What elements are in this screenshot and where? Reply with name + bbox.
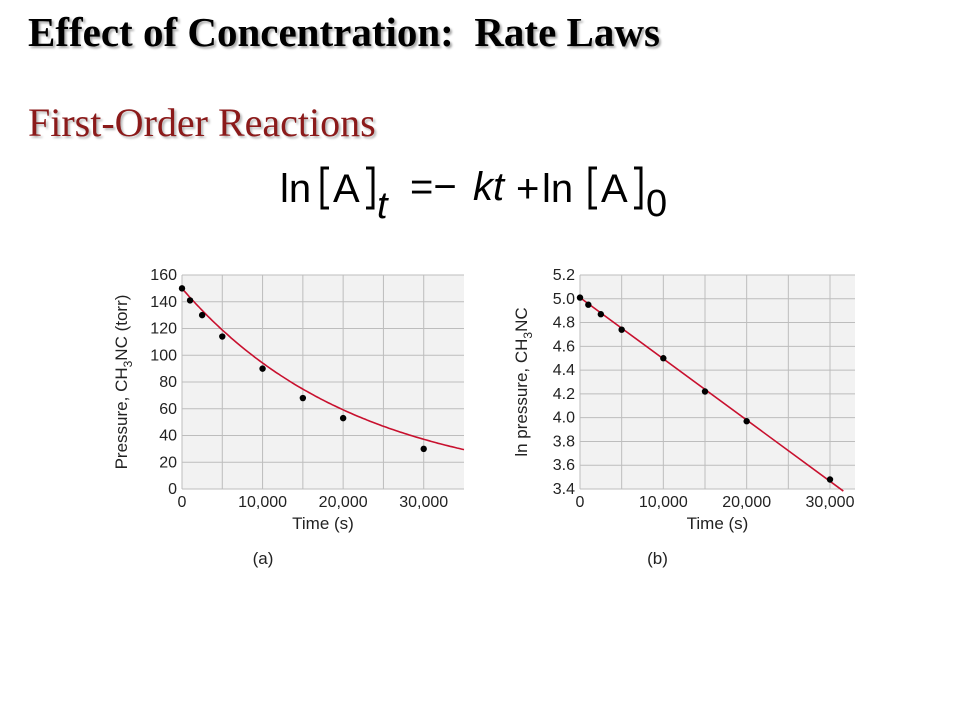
eq-t: t [493, 165, 506, 209]
data-point [420, 445, 427, 453]
y-tick-label: 40 [159, 428, 177, 445]
data-point [576, 294, 584, 301]
y-tick-label: 4.4 [553, 362, 575, 379]
x-tick-label: 0 [178, 494, 187, 511]
x-tick-label: 10,000 [238, 494, 287, 511]
eq-a-right: A [601, 167, 628, 211]
y-tick-label: 140 [150, 294, 177, 311]
y-tick-label: 4.8 [553, 315, 575, 332]
eq-subscript-zero: 0 [646, 183, 667, 222]
data-point [178, 285, 186, 292]
data-point [339, 414, 347, 422]
data-point [701, 388, 709, 395]
y-tick-label: 4.2 [553, 386, 575, 403]
eq-equals-neg: =− [410, 165, 457, 209]
y-tick-label: 0 [168, 481, 177, 498]
x-tick-label: 20,000 [319, 494, 368, 511]
data-point [198, 311, 206, 319]
x-tick-label: 20,000 [722, 494, 771, 511]
y-axis-label-end: NC (torr) [112, 295, 131, 361]
eq-subscript-t: t [377, 185, 389, 222]
y-tick-label: 3.6 [553, 457, 575, 474]
data-point [299, 394, 307, 402]
x-axis-label: Time (s) [687, 514, 749, 533]
chart-pressure-vs-time: 0 10,000 20,000 30,000 0 20 40 60 80 100 120 140 160… [112, 267, 465, 568]
data-point [219, 333, 226, 340]
plot-area [580, 275, 855, 489]
y-tick-label: 120 [150, 321, 177, 338]
y-tick-label: 5.0 [553, 291, 575, 308]
eq-ln-left: ln [280, 167, 311, 211]
data-point [618, 326, 625, 333]
y-tick-label: 20 [159, 454, 177, 471]
x-tick-label: 0 [576, 494, 585, 511]
x-axis-label: Time (s) [292, 514, 354, 533]
y-tick-label: 80 [159, 374, 177, 391]
y-tick-label: 3.4 [553, 481, 575, 498]
panel-label: (b) [647, 549, 668, 568]
eq-bracket-right-open [588, 166, 597, 210]
data-point [259, 365, 266, 372]
y-tick-label: 5.2 [553, 267, 575, 284]
rate-law-equation: ln A t =− k t + ln A 0 [280, 165, 667, 222]
chart-ln-pressure-vs-time: 0 10,000 20,000 30,000 3.4 3.6 3.8 4.0 4.2 4.4 4.6… [512, 267, 855, 568]
data-point [660, 355, 667, 362]
y-axis-label-subscript: 3 [121, 360, 135, 367]
eq-ln-right: ln [542, 167, 573, 211]
y-axis-label: ln pressure, CH3NC [512, 307, 535, 456]
y-axis-label: Pressure, CH3NC (torr) [112, 295, 135, 470]
eq-plus: + [516, 167, 539, 211]
eq-a-left: A [333, 167, 360, 211]
eq-bracket-left-open [320, 166, 329, 210]
data-point [585, 301, 592, 308]
y-tick-label: 3.8 [553, 433, 575, 450]
eq-bracket-left-close [366, 166, 375, 210]
x-tick-label: 30,000 [399, 494, 448, 511]
y-axis-label-subscript: 3 [521, 332, 535, 339]
eq-k: k [473, 165, 495, 209]
slide-title: Effect of Concentration: Rate Laws [28, 9, 660, 55]
fit-curve [181, 287, 465, 451]
y-tick-label: 160 [150, 267, 177, 284]
y-tick-label: 60 [159, 401, 177, 418]
x-tick-label: 30,000 [806, 494, 855, 511]
y-tick-label: 4.6 [553, 338, 575, 355]
data-point [743, 418, 750, 425]
y-axis-label-main: ln pressure, CH [512, 339, 531, 457]
y-axis-label-main: Pressure, CH [112, 367, 131, 469]
data-point [186, 297, 194, 304]
y-axis-label-end: NC [512, 307, 531, 332]
y-tick-label: 100 [150, 347, 177, 364]
eq-bracket-right-close [634, 166, 643, 210]
panel-label: (a) [253, 549, 274, 568]
data-point [826, 476, 834, 483]
slide-subtitle: First-Order Reactions [28, 100, 376, 145]
data-point [597, 311, 605, 318]
x-tick-label: 10,000 [639, 494, 688, 511]
y-tick-label: 4.0 [553, 410, 575, 427]
